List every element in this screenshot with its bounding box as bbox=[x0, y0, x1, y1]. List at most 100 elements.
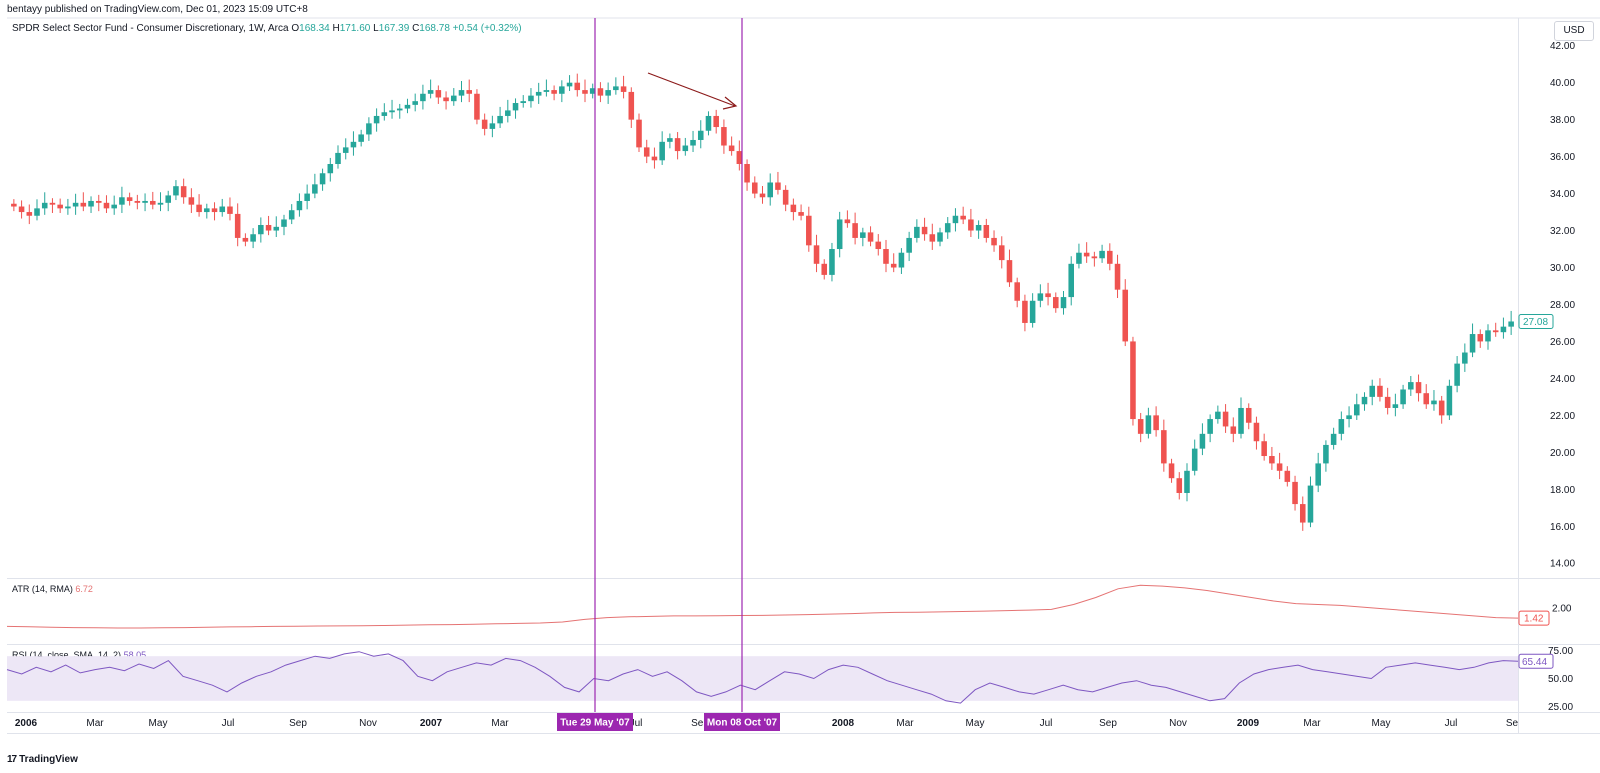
candle-body bbox=[234, 213, 241, 238]
candle-body bbox=[1500, 326, 1507, 333]
candle-body bbox=[242, 237, 249, 242]
candle-body bbox=[427, 90, 434, 94]
published-note: bentayy published on TradingView.com, De… bbox=[7, 4, 308, 15]
candle-body bbox=[1384, 396, 1391, 408]
candle-body bbox=[396, 108, 403, 111]
candle-body bbox=[265, 224, 272, 231]
candle-body bbox=[659, 141, 665, 161]
candle-body bbox=[806, 215, 812, 246]
candle-body bbox=[165, 195, 171, 203]
time-tick-label: Jul bbox=[222, 718, 235, 729]
price-tick-label: 38.00 bbox=[1550, 115, 1575, 126]
candle-body bbox=[381, 112, 388, 116]
candle-body bbox=[759, 193, 766, 198]
candle-body bbox=[1107, 250, 1113, 264]
candle-body bbox=[867, 232, 874, 242]
candle-body bbox=[813, 245, 820, 264]
rsi-tick-label: 50.00 bbox=[1548, 674, 1573, 685]
candle-body bbox=[651, 156, 658, 161]
price-tick-label: 16.00 bbox=[1550, 522, 1575, 533]
candle-body bbox=[528, 95, 534, 102]
candle-body bbox=[705, 115, 712, 131]
candle-body bbox=[1145, 415, 1152, 434]
last-price-box bbox=[1518, 313, 1554, 329]
candle-body bbox=[65, 206, 71, 209]
price-tick-label: 14.00 bbox=[1550, 559, 1575, 570]
candle-body bbox=[1207, 419, 1213, 434]
candle-body bbox=[1161, 430, 1167, 464]
price-tick-label: 40.00 bbox=[1550, 78, 1575, 89]
candle-body bbox=[998, 245, 1005, 261]
price-tick-label: 20.00 bbox=[1550, 448, 1575, 459]
tradingview-logo[interactable]: 17 TradingView bbox=[7, 754, 78, 765]
candle-body bbox=[196, 204, 202, 213]
candle-body bbox=[57, 204, 63, 209]
rsi-line bbox=[6, 651, 1519, 704]
tradingview-logo-icon: 17 bbox=[7, 754, 17, 765]
candle-body bbox=[1191, 448, 1198, 471]
last-price-label: 27.08 bbox=[1523, 317, 1548, 328]
marker-date-label: Mon 08 Oct '07 bbox=[707, 718, 778, 729]
rsi-value: 58.05 bbox=[123, 650, 147, 660]
candle-body bbox=[991, 237, 997, 246]
candle-body bbox=[41, 202, 48, 209]
candle-body bbox=[1006, 260, 1013, 283]
candle-body bbox=[829, 249, 835, 275]
candle-body bbox=[643, 147, 650, 157]
candle-body bbox=[721, 127, 727, 146]
candle-body bbox=[219, 206, 226, 213]
candle-body bbox=[88, 200, 94, 207]
candle-body bbox=[852, 223, 858, 238]
candle-body bbox=[1238, 407, 1244, 434]
time-tick-label: May bbox=[1372, 718, 1391, 729]
candle-body bbox=[1400, 389, 1406, 405]
symbol-name: SPDR Select Sector Fund - Consumer Discr… bbox=[12, 23, 289, 34]
candle-body bbox=[667, 138, 673, 142]
time-tick-label: Mar bbox=[86, 718, 104, 729]
candle-body bbox=[1330, 433, 1337, 445]
candle-body bbox=[968, 219, 974, 231]
time-tick-label: May bbox=[966, 718, 985, 729]
ohlc-close: 168.78 bbox=[419, 23, 450, 34]
candle-body bbox=[744, 164, 750, 183]
candle-body bbox=[1184, 470, 1190, 493]
candle-body bbox=[551, 90, 557, 94]
candle-body bbox=[1068, 263, 1074, 298]
candle-body bbox=[752, 182, 758, 194]
time-tick-label: May bbox=[149, 718, 168, 729]
candle-body bbox=[103, 202, 110, 209]
candle-body bbox=[1245, 407, 1252, 423]
ohlc-low-label: L bbox=[373, 23, 379, 34]
candle-body bbox=[173, 186, 179, 196]
candle-body bbox=[1369, 385, 1375, 397]
candle-body bbox=[420, 93, 426, 102]
candle-body bbox=[1130, 341, 1136, 420]
price-tick-label: 32.00 bbox=[1550, 226, 1575, 237]
time-tick-label: 2007 bbox=[420, 718, 443, 729]
candle-body bbox=[1230, 426, 1237, 434]
candle-body bbox=[690, 139, 696, 146]
rsi-last-box bbox=[1518, 653, 1554, 669]
candle-body bbox=[11, 203, 17, 207]
price-tick-label: 30.00 bbox=[1550, 263, 1575, 274]
marker-date-label: Tue 29 May '07 bbox=[560, 718, 630, 729]
candle-body bbox=[582, 90, 588, 94]
candle-body bbox=[180, 186, 187, 198]
candle-body bbox=[736, 151, 743, 165]
candle-body bbox=[960, 215, 966, 220]
candle-body bbox=[188, 197, 195, 205]
candle-body bbox=[312, 184, 318, 194]
time-tick-label: 2009 bbox=[1237, 718, 1260, 729]
currency-button[interactable]: USD bbox=[1554, 21, 1594, 41]
time-tick-label: Sep bbox=[691, 718, 709, 729]
candle-body bbox=[250, 234, 256, 242]
candle-body bbox=[875, 241, 882, 250]
atr-last-box bbox=[1518, 610, 1550, 626]
candle-body bbox=[697, 130, 704, 140]
candle-body bbox=[975, 224, 982, 231]
candle-body bbox=[1083, 252, 1090, 257]
candle-body bbox=[204, 208, 210, 213]
candle-body bbox=[412, 101, 418, 105]
price-tick-label: 22.00 bbox=[1550, 411, 1575, 422]
